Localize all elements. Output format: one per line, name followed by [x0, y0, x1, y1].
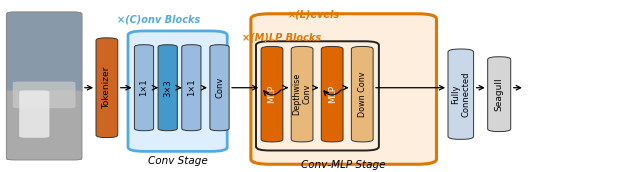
FancyBboxPatch shape: [182, 45, 201, 131]
FancyBboxPatch shape: [251, 14, 436, 164]
Text: Conv-MLP Stage: Conv-MLP Stage: [301, 160, 386, 170]
Text: 1×1: 1×1: [140, 79, 148, 96]
FancyBboxPatch shape: [158, 45, 177, 131]
FancyBboxPatch shape: [6, 90, 82, 160]
Text: MLP: MLP: [268, 85, 276, 103]
Text: ×(M)LP Blocks: ×(M)LP Blocks: [242, 32, 321, 42]
Text: Conv Stage: Conv Stage: [148, 156, 207, 166]
FancyBboxPatch shape: [321, 46, 343, 142]
FancyBboxPatch shape: [134, 45, 154, 131]
Text: ×(L)evels: ×(L)evels: [287, 10, 340, 20]
FancyBboxPatch shape: [448, 49, 474, 139]
FancyBboxPatch shape: [488, 57, 511, 132]
FancyBboxPatch shape: [96, 38, 118, 138]
FancyBboxPatch shape: [19, 90, 49, 138]
FancyBboxPatch shape: [13, 82, 76, 108]
Text: 1×1: 1×1: [187, 79, 196, 96]
FancyBboxPatch shape: [291, 46, 313, 142]
Text: Down Conv: Down Conv: [358, 71, 367, 117]
Text: MLP: MLP: [328, 85, 337, 103]
FancyBboxPatch shape: [261, 46, 283, 142]
Text: Tokenizer: Tokenizer: [102, 67, 111, 109]
Text: Depthwise
Conv: Depthwise Conv: [292, 73, 312, 115]
Text: Conv: Conv: [215, 77, 224, 98]
Text: Seagull: Seagull: [495, 77, 504, 111]
Text: Fully
Connected: Fully Connected: [451, 71, 470, 117]
FancyBboxPatch shape: [210, 45, 229, 131]
Text: ×(C)onv Blocks: ×(C)onv Blocks: [117, 15, 200, 25]
Text: 3×3: 3×3: [163, 79, 172, 97]
FancyBboxPatch shape: [6, 12, 82, 93]
FancyBboxPatch shape: [128, 31, 227, 151]
FancyBboxPatch shape: [351, 46, 373, 142]
